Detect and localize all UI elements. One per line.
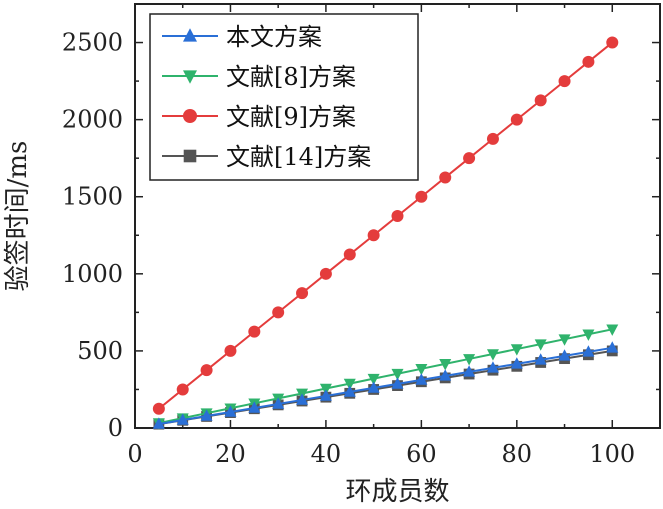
data-point [582,55,595,68]
data-point [510,113,523,126]
data-point [463,365,476,377]
data-point [558,349,571,361]
data-point [439,359,452,371]
legend-label: 本文方案 [226,23,322,51]
legend-box [149,13,419,181]
data-point [534,94,547,107]
data-point [319,389,332,401]
data-point [510,357,523,369]
data-point [391,377,404,389]
legend-item: 文献[8]方案 [162,63,356,91]
data-point [343,385,356,397]
data-point [367,229,380,242]
data-point [200,364,213,377]
data-point [415,190,428,203]
legend-item: 本文方案 [162,23,322,51]
data-point [439,369,452,381]
legend-marker [183,149,197,163]
series-2 [152,324,619,430]
data-point [343,378,356,391]
series-1 [152,341,619,429]
data-point [224,405,237,417]
legend-marker [183,70,197,84]
data-point [534,353,547,365]
y-tick-label: 2500 [62,29,123,57]
series-3 [152,36,619,415]
data-point [296,287,309,300]
y-tick-label: 500 [77,337,123,365]
x-tick-label: 80 [502,440,533,468]
x-tick-label: 20 [215,440,246,468]
series-layer [152,36,619,430]
y-tick-label: 2000 [62,106,123,134]
y-axis-title: 验签时间/ms [3,141,33,292]
data-point [391,368,404,381]
data-point [415,373,428,385]
data-point [463,354,476,366]
plot-border [134,3,661,429]
data-point [486,361,499,373]
x-tick-label: 100 [589,440,635,468]
data-point [176,413,189,425]
data-point [367,373,380,386]
legend-label: 文献[8]方案 [226,63,356,91]
data-point [558,75,571,88]
y-axis: 0 500 1000 1500 2000 2500 [62,3,660,442]
y-tick-label: 1500 [62,183,123,211]
data-point [391,210,404,222]
data-point [439,171,452,184]
data-point [463,152,476,165]
y-tick-label: 0 [108,414,123,442]
data-point [248,401,261,413]
data-point [558,334,571,346]
data-point [510,344,523,356]
data-point [367,381,380,393]
data-point [486,349,499,361]
x-tick-label: 60 [406,440,437,468]
x-tick-label: 0 [127,440,142,468]
data-point [152,402,165,415]
data-point [534,339,547,351]
legend-label: 文献[9]方案 [226,103,356,131]
legend-marker [183,109,197,123]
series-line [158,328,613,425]
data-point [486,132,499,145]
legend-label: 文献[14]方案 [226,143,371,171]
data-point [582,345,595,357]
legend-item: 文献[9]方案 [162,103,356,131]
data-point [319,267,332,280]
data-point [606,341,619,353]
legend-item: 文献[14]方案 [162,143,371,171]
data-point [343,248,356,261]
x-axis-title: 环成员数 [345,477,449,507]
data-point [272,306,285,319]
data-point [248,325,261,338]
data-point [415,363,428,376]
series-line [158,346,613,425]
plot-frame [134,3,661,429]
data-point [200,409,213,421]
data-point [606,36,619,49]
legend-marker [183,28,197,42]
y-tick-label: 1000 [62,260,123,288]
x-tick-label: 40 [311,440,342,468]
data-point [272,397,285,409]
data-point [606,324,619,336]
data-point [224,344,237,357]
data-point [582,329,595,341]
data-point [176,383,189,396]
data-point [296,393,309,405]
x-axis: 0 20 40 60 80 100 [127,4,661,468]
data-point [152,417,165,429]
